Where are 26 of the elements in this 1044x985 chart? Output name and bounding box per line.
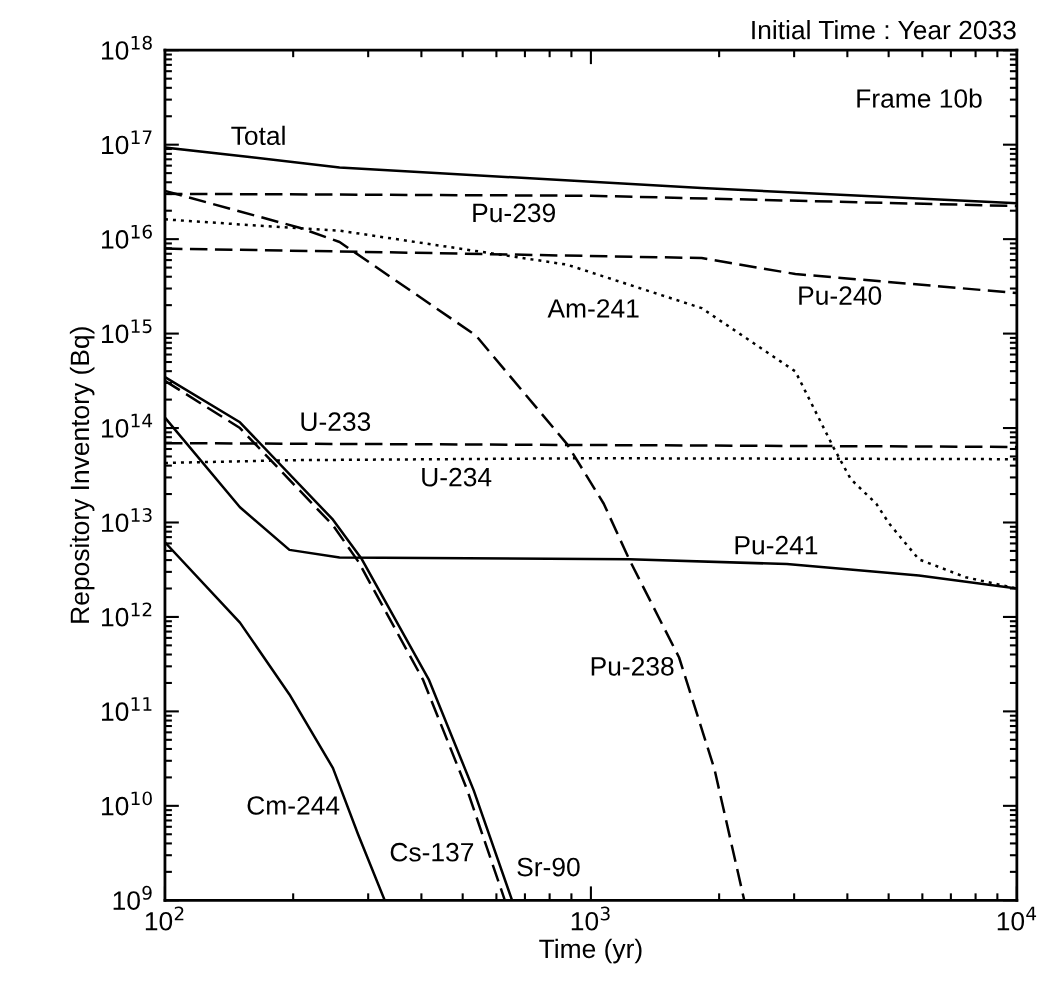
y-tick-label: 10$^{10}$ bbox=[102, 791, 152, 816]
series-label: Sr-90 bbox=[517, 857, 580, 877]
series-label: U-233 bbox=[301, 412, 371, 431]
series-label: U-234 bbox=[422, 467, 492, 487]
y-tick-label: 10$^{17}$ bbox=[102, 130, 152, 155]
series-label: Pu-241 bbox=[735, 535, 818, 555]
y-tick-label: 10$^{14}$ bbox=[102, 413, 153, 438]
series-label: Pu-239 bbox=[473, 203, 555, 223]
y-tick-label: 10$^{16}$ bbox=[102, 224, 152, 249]
y-tick-label: 10$^{15}$ bbox=[102, 319, 152, 344]
annotation: Frame 10b bbox=[857, 88, 982, 108]
series-label: Cm-244 bbox=[247, 796, 340, 815]
x-tick-label: 10$^{4}$ bbox=[997, 906, 1037, 931]
y-tick-label: 10$^{18}$ bbox=[102, 35, 152, 60]
series-label: Pu-240 bbox=[799, 286, 882, 305]
series-label: Total bbox=[231, 125, 285, 146]
y-tick-label: 10$^{11}$ bbox=[102, 697, 152, 722]
series-label: Pu-238 bbox=[591, 657, 674, 676]
series-label: Cs-137 bbox=[390, 842, 474, 862]
x-tick-label: 10$^{3}$ bbox=[571, 906, 610, 931]
series-label: Am-241 bbox=[547, 299, 639, 318]
chart-title: Initial Time : Year 2033 bbox=[752, 20, 1016, 40]
y-tick-label: 10$^{12}$ bbox=[102, 602, 152, 627]
y-tick-label: 10$^{13}$ bbox=[102, 508, 152, 533]
y-axis-title: Repository Inventory (Bq) bbox=[69, 327, 95, 623]
x-axis-title: Time (yr) bbox=[539, 938, 642, 964]
